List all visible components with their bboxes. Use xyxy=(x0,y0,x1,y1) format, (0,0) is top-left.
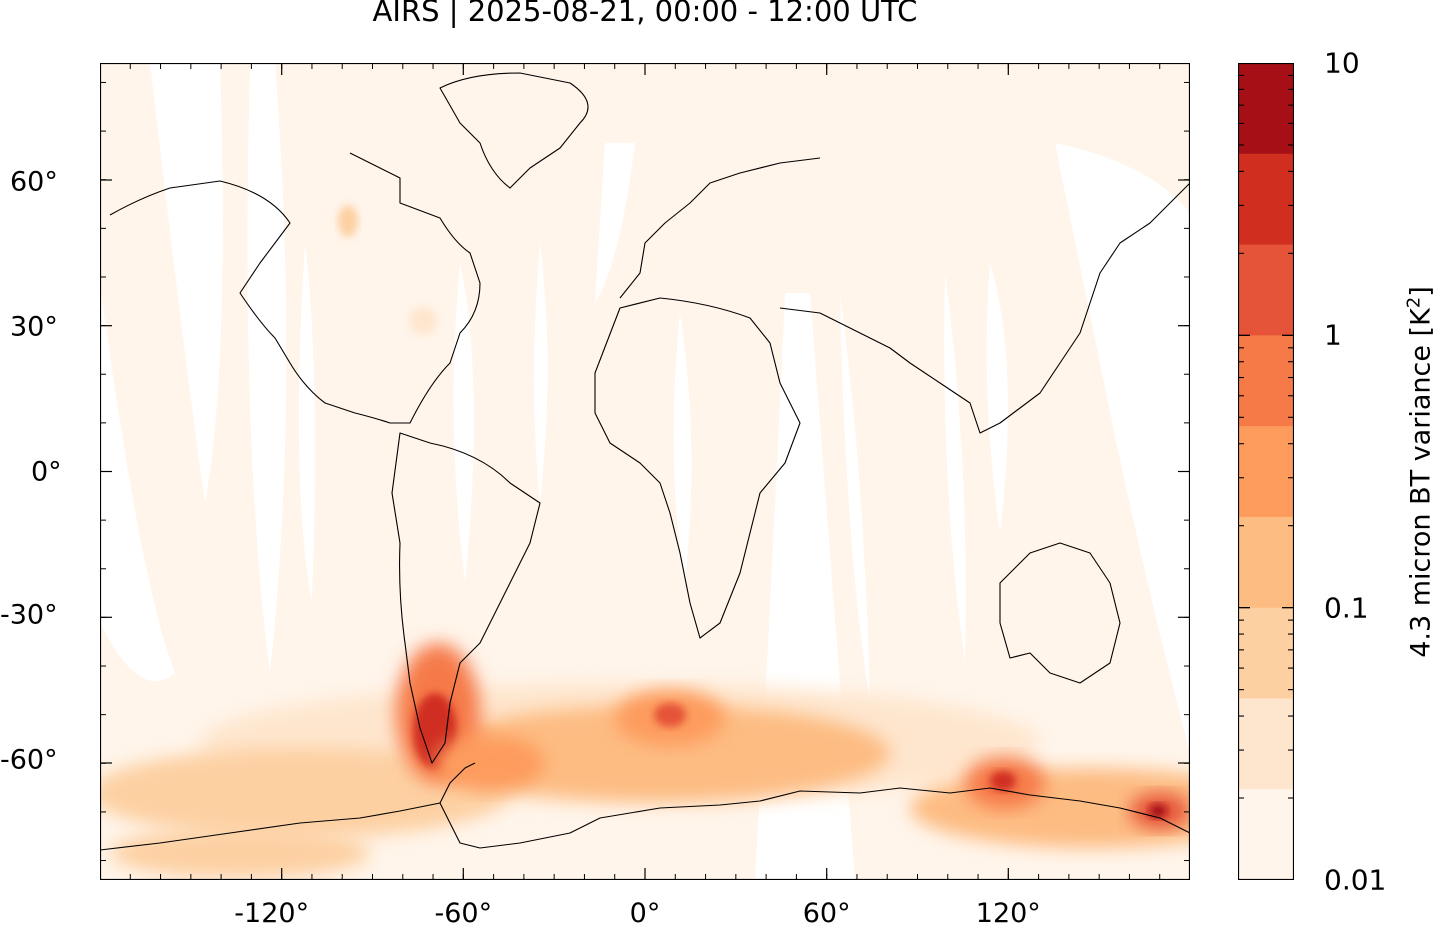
colorbar-band xyxy=(1238,516,1294,609)
coastline-africa xyxy=(594,297,801,639)
coastline-europe xyxy=(619,157,821,299)
swath-gap xyxy=(453,263,474,583)
colorbar-band xyxy=(1238,789,1294,881)
colorbar-tick-label: 0.1 xyxy=(1324,591,1369,625)
colorbar-band xyxy=(1238,153,1294,246)
swath-gap xyxy=(298,243,315,603)
colorbar-band xyxy=(1238,426,1294,518)
variance-region-antarctic-coast xyxy=(1149,804,1167,818)
colorbar-band xyxy=(1238,244,1294,336)
colorbar-svg xyxy=(1237,62,1295,881)
colorbar-band xyxy=(1238,607,1294,699)
colorbar-bands xyxy=(1238,63,1294,881)
colorbar-title-superscript: 2 xyxy=(1403,296,1425,309)
colorbar-title-suffix: ] xyxy=(1405,286,1437,297)
coastline-south-america xyxy=(391,432,541,764)
colorbar-title-text: 4.3 micron BT variance [K xyxy=(1405,308,1437,658)
swath-gap xyxy=(150,63,223,503)
map-plot-area xyxy=(100,63,1190,880)
swath-gap xyxy=(100,283,175,682)
coastline-antarctic-peninsula xyxy=(439,762,476,804)
coastline-australia xyxy=(999,542,1121,684)
x-tick-label: 0° xyxy=(629,898,661,929)
swath-gap xyxy=(840,293,870,703)
colorbar-tick-label: 10 xyxy=(1324,46,1360,80)
swath-gaps xyxy=(100,63,1190,880)
y-tick-label: -30° xyxy=(0,599,58,631)
coastline-antarctica xyxy=(100,787,1190,851)
coastline-eurasia xyxy=(779,182,1190,434)
x-tick-label: -60° xyxy=(434,898,493,929)
swath-gap xyxy=(595,143,635,303)
swath-gap xyxy=(986,263,1008,533)
variance-blobs xyxy=(100,205,1190,878)
colorbar-tick-label: 1 xyxy=(1324,318,1342,352)
map-svg xyxy=(100,63,1190,880)
colorbar-border xyxy=(1237,62,1295,881)
map-title: AIRS | 2025-08-21, 00:00 - 12:00 UTC xyxy=(372,0,918,28)
x-tick-label: 120° xyxy=(975,898,1041,929)
colorbar-tick-label: 0.01 xyxy=(1324,863,1387,897)
swath-gap xyxy=(673,313,692,583)
variance-region-southern-ocean xyxy=(430,705,890,801)
y-tick-label: 0° xyxy=(31,456,62,488)
variance-region-south-indian xyxy=(990,771,1016,791)
variance-region-south-atlantic xyxy=(654,703,686,727)
x-tick-label: -120° xyxy=(234,898,310,929)
y-tick-label: -60° xyxy=(0,744,58,776)
variance-region-southern-ocean xyxy=(110,828,370,878)
coastline-greenland xyxy=(439,72,589,189)
variance-region-north-america xyxy=(338,205,358,237)
coastline-north-america xyxy=(109,152,481,424)
variance-region-drake-passage xyxy=(435,735,545,791)
swath-gap xyxy=(1055,143,1190,753)
x-tick-label: 60° xyxy=(802,898,851,929)
colorbar-band xyxy=(1238,698,1294,790)
swath-gap xyxy=(247,63,287,673)
colorbar-title: 4.3 micron BT variance [K2] xyxy=(1404,286,1437,658)
colorbar xyxy=(1237,62,1295,881)
y-tick-label: 60° xyxy=(10,166,58,198)
y-tick-label: 30° xyxy=(10,311,58,343)
variance-region-north-america xyxy=(409,307,437,335)
coastlines xyxy=(100,72,1190,851)
axis-minor-ticks xyxy=(100,63,1190,880)
swath-gap xyxy=(944,273,966,663)
colorbar-band xyxy=(1238,63,1294,155)
variance-region-southern-ocean xyxy=(100,748,510,838)
colorbar-band xyxy=(1238,335,1294,427)
swath-gap xyxy=(534,243,548,503)
